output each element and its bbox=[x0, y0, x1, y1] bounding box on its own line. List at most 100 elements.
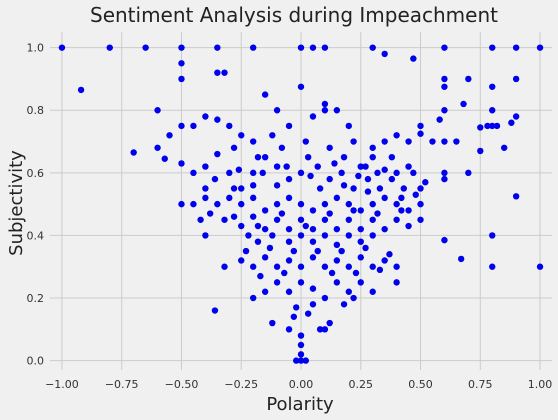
data-point bbox=[417, 130, 424, 137]
data-point bbox=[297, 232, 305, 239]
data-point bbox=[316, 326, 324, 333]
data-point bbox=[226, 169, 233, 177]
data-point bbox=[142, 44, 149, 51]
data-point bbox=[309, 301, 317, 308]
data-point bbox=[393, 169, 400, 177]
data-point bbox=[340, 301, 348, 308]
data-point bbox=[242, 247, 250, 255]
y-tick-label: 0.2 bbox=[27, 292, 45, 305]
data-point bbox=[261, 153, 269, 161]
data-point bbox=[297, 169, 305, 177]
data-point bbox=[214, 200, 221, 208]
data-point bbox=[381, 138, 388, 145]
data-point bbox=[489, 107, 496, 114]
data-point bbox=[381, 194, 388, 202]
data-point bbox=[331, 160, 338, 167]
x-tick-label: 0.50 bbox=[408, 378, 433, 391]
data-point bbox=[190, 200, 197, 208]
data-point bbox=[290, 313, 298, 320]
data-point bbox=[221, 263, 228, 270]
data-point bbox=[285, 194, 293, 202]
data-point bbox=[214, 150, 221, 158]
data-point bbox=[422, 179, 429, 186]
data-point bbox=[235, 166, 243, 173]
data-point bbox=[374, 210, 381, 217]
data-point bbox=[460, 100, 467, 108]
data-point bbox=[197, 216, 204, 223]
data-point bbox=[374, 169, 381, 177]
data-point bbox=[226, 122, 233, 130]
data-point bbox=[278, 210, 286, 217]
data-point bbox=[441, 75, 448, 83]
data-point bbox=[273, 182, 281, 189]
data-point bbox=[77, 86, 85, 94]
data-point bbox=[350, 138, 357, 145]
x-tick-label: 0.00 bbox=[289, 378, 314, 391]
data-point bbox=[477, 124, 484, 131]
data-point bbox=[285, 257, 293, 264]
data-point bbox=[230, 144, 238, 151]
data-point bbox=[283, 163, 290, 170]
data-point bbox=[340, 153, 348, 161]
data-point bbox=[333, 194, 341, 202]
data-point bbox=[202, 232, 209, 239]
data-point bbox=[314, 163, 321, 170]
data-point bbox=[211, 307, 219, 314]
data-point bbox=[278, 144, 286, 151]
x-tick-label: −0.75 bbox=[105, 378, 139, 391]
data-point bbox=[326, 175, 333, 183]
data-point bbox=[211, 175, 219, 183]
data-point bbox=[340, 182, 348, 189]
data-point bbox=[345, 122, 353, 130]
data-point bbox=[321, 326, 329, 333]
data-point bbox=[238, 132, 245, 139]
data-point bbox=[388, 153, 396, 161]
data-point bbox=[393, 216, 400, 223]
data-point bbox=[178, 200, 185, 208]
data-point bbox=[410, 169, 417, 177]
data-point bbox=[273, 216, 281, 223]
data-point bbox=[178, 60, 185, 67]
data-point bbox=[249, 213, 257, 220]
data-point bbox=[381, 50, 388, 58]
data-point bbox=[304, 310, 312, 317]
data-point bbox=[465, 75, 472, 83]
data-point bbox=[309, 207, 317, 214]
data-point bbox=[362, 244, 369, 252]
data-point bbox=[381, 257, 388, 264]
data-point bbox=[369, 263, 376, 270]
data-point bbox=[178, 75, 185, 83]
data-point bbox=[238, 222, 245, 230]
data-point bbox=[202, 185, 209, 192]
data-point bbox=[398, 207, 405, 214]
x-tick-label: 0.75 bbox=[468, 378, 493, 391]
data-point bbox=[512, 44, 520, 51]
data-point bbox=[328, 269, 336, 277]
data-point bbox=[221, 216, 228, 223]
data-point bbox=[285, 238, 293, 245]
data-point bbox=[326, 319, 333, 327]
data-point bbox=[230, 185, 238, 192]
data-point bbox=[273, 279, 281, 286]
data-point bbox=[333, 107, 341, 114]
data-point bbox=[321, 263, 329, 270]
data-point bbox=[417, 200, 424, 208]
data-point bbox=[190, 122, 197, 130]
data-point bbox=[441, 83, 448, 90]
data-point bbox=[484, 122, 491, 130]
y-tick-label: 0.6 bbox=[27, 167, 45, 180]
data-point bbox=[500, 144, 508, 151]
data-point bbox=[345, 232, 353, 239]
data-point bbox=[266, 244, 274, 252]
data-point bbox=[369, 216, 376, 223]
data-point bbox=[190, 169, 197, 177]
data-point bbox=[441, 236, 448, 244]
data-point bbox=[400, 185, 407, 192]
data-point bbox=[345, 200, 353, 208]
y-tick-label: 0.8 bbox=[27, 104, 45, 117]
data-point bbox=[345, 216, 353, 223]
data-point bbox=[269, 132, 276, 139]
data-point bbox=[58, 44, 66, 51]
y-tick-label: 0.4 bbox=[27, 229, 45, 242]
